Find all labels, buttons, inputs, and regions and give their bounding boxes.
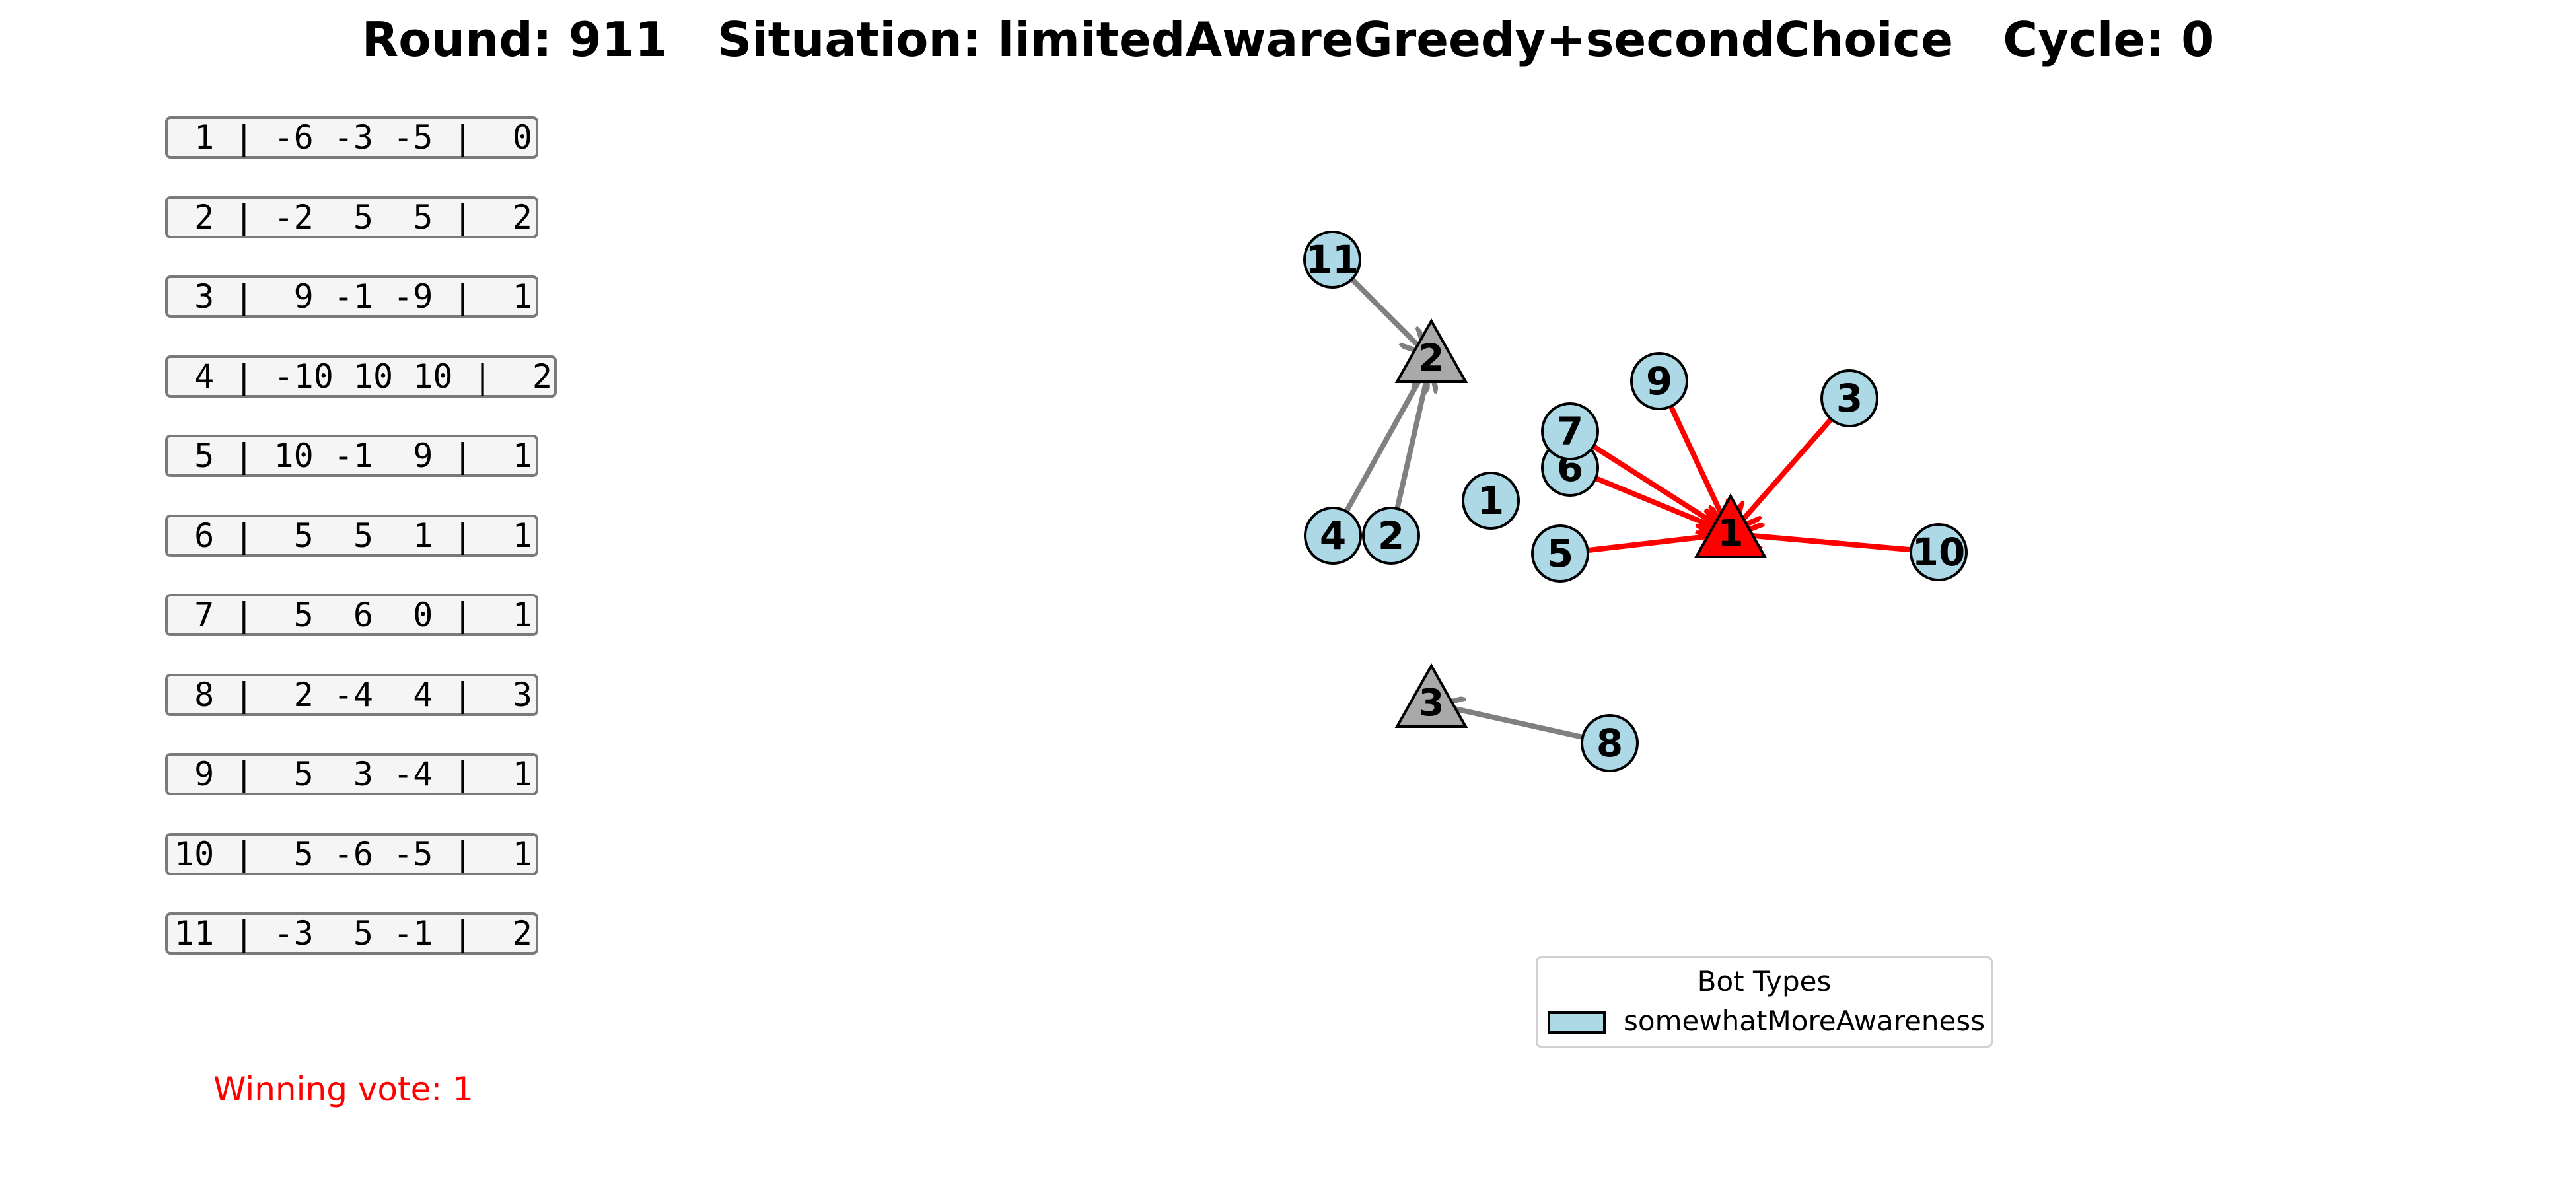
bot-label: 4 [1320,513,1346,558]
bot-label: 10 [1912,530,1966,575]
bot-node-3: 3 [1820,369,1878,427]
option-node-1: 1 [1694,493,1768,558]
preference-row: 6 | 5 5 1 | 1 [165,514,538,557]
vote-edge-5-to-1 [1587,535,1721,554]
preference-row: 7 | 5 6 0 | 1 [165,594,538,636]
bot-node-11: 11 [1303,231,1361,289]
bot-label: 8 [1596,721,1623,766]
bot-node-8: 8 [1581,714,1639,772]
preference-row: 8 | 2 -4 4 | 3 [165,673,538,716]
bot-node-2: 2 [1362,507,1420,565]
vote-edge-11-to-2 [1349,277,1425,352]
legend-item-label: somewhatMoreAwareness [1624,1005,1986,1037]
bot-node-7: 7 [1541,402,1599,460]
legend: Bot Types somewhatMoreAwareness [1536,956,1993,1048]
bot-label: 2 [1378,513,1404,558]
preference-row: 10 | 5 -6 -5 | 1 [165,832,538,875]
option-label: 2 [1419,337,1445,380]
bot-node-9: 9 [1630,352,1688,410]
preference-row: 2 | -2 5 5 | 2 [165,196,538,238]
bot-label: 5 [1547,531,1573,576]
vote-edge-10-to-1 [1740,534,1912,553]
preference-row: 1 | -6 -3 -5 | 0 [165,116,538,159]
bot-label: 9 [1646,359,1672,404]
legend-title: Bot Types [1697,965,1832,997]
bot-label: 11 [1306,237,1359,282]
preference-row: 5 | 10 -1 9 | 1 [165,435,538,477]
bot-label: 7 [1557,409,1583,454]
bot-node-10: 10 [1910,523,1968,581]
preference-row: 9 | 5 3 -4 | 1 [165,753,538,795]
preference-row: 3 | 9 -1 -9 | 1 [165,275,538,318]
legend-swatch [1548,1011,1606,1034]
option-label: 1 [1718,512,1744,555]
winning-vote-label: Winning vote: 1 [213,1070,474,1108]
bot-node-4: 4 [1304,507,1362,565]
vote-edge-4-to-2 [1343,367,1427,513]
bot-label: 3 [1836,376,1863,421]
vote-edges [1343,277,1912,740]
preference-row: 4 | -10 10 10 | 2 [165,355,557,398]
vote-edge-9-to-1 [1668,405,1727,525]
bot-node-5: 5 [1531,524,1589,583]
option-node-2: 2 [1394,318,1468,383]
chart-title: Round: 911 Situation: limitedAwareGreedy… [361,12,2215,67]
option-label: 3 [1419,682,1445,725]
vote-edge-7-to-1 [1592,444,1723,529]
vote-edge-3-to-1 [1736,417,1834,527]
option-node-3: 3 [1394,663,1468,728]
bot-node-1: 1 [1462,472,1520,530]
vote-edge-8-to-3 [1441,705,1583,740]
bot-label: 1 [1478,478,1504,523]
preference-row: 11 | -3 5 -1 | 2 [165,912,538,955]
